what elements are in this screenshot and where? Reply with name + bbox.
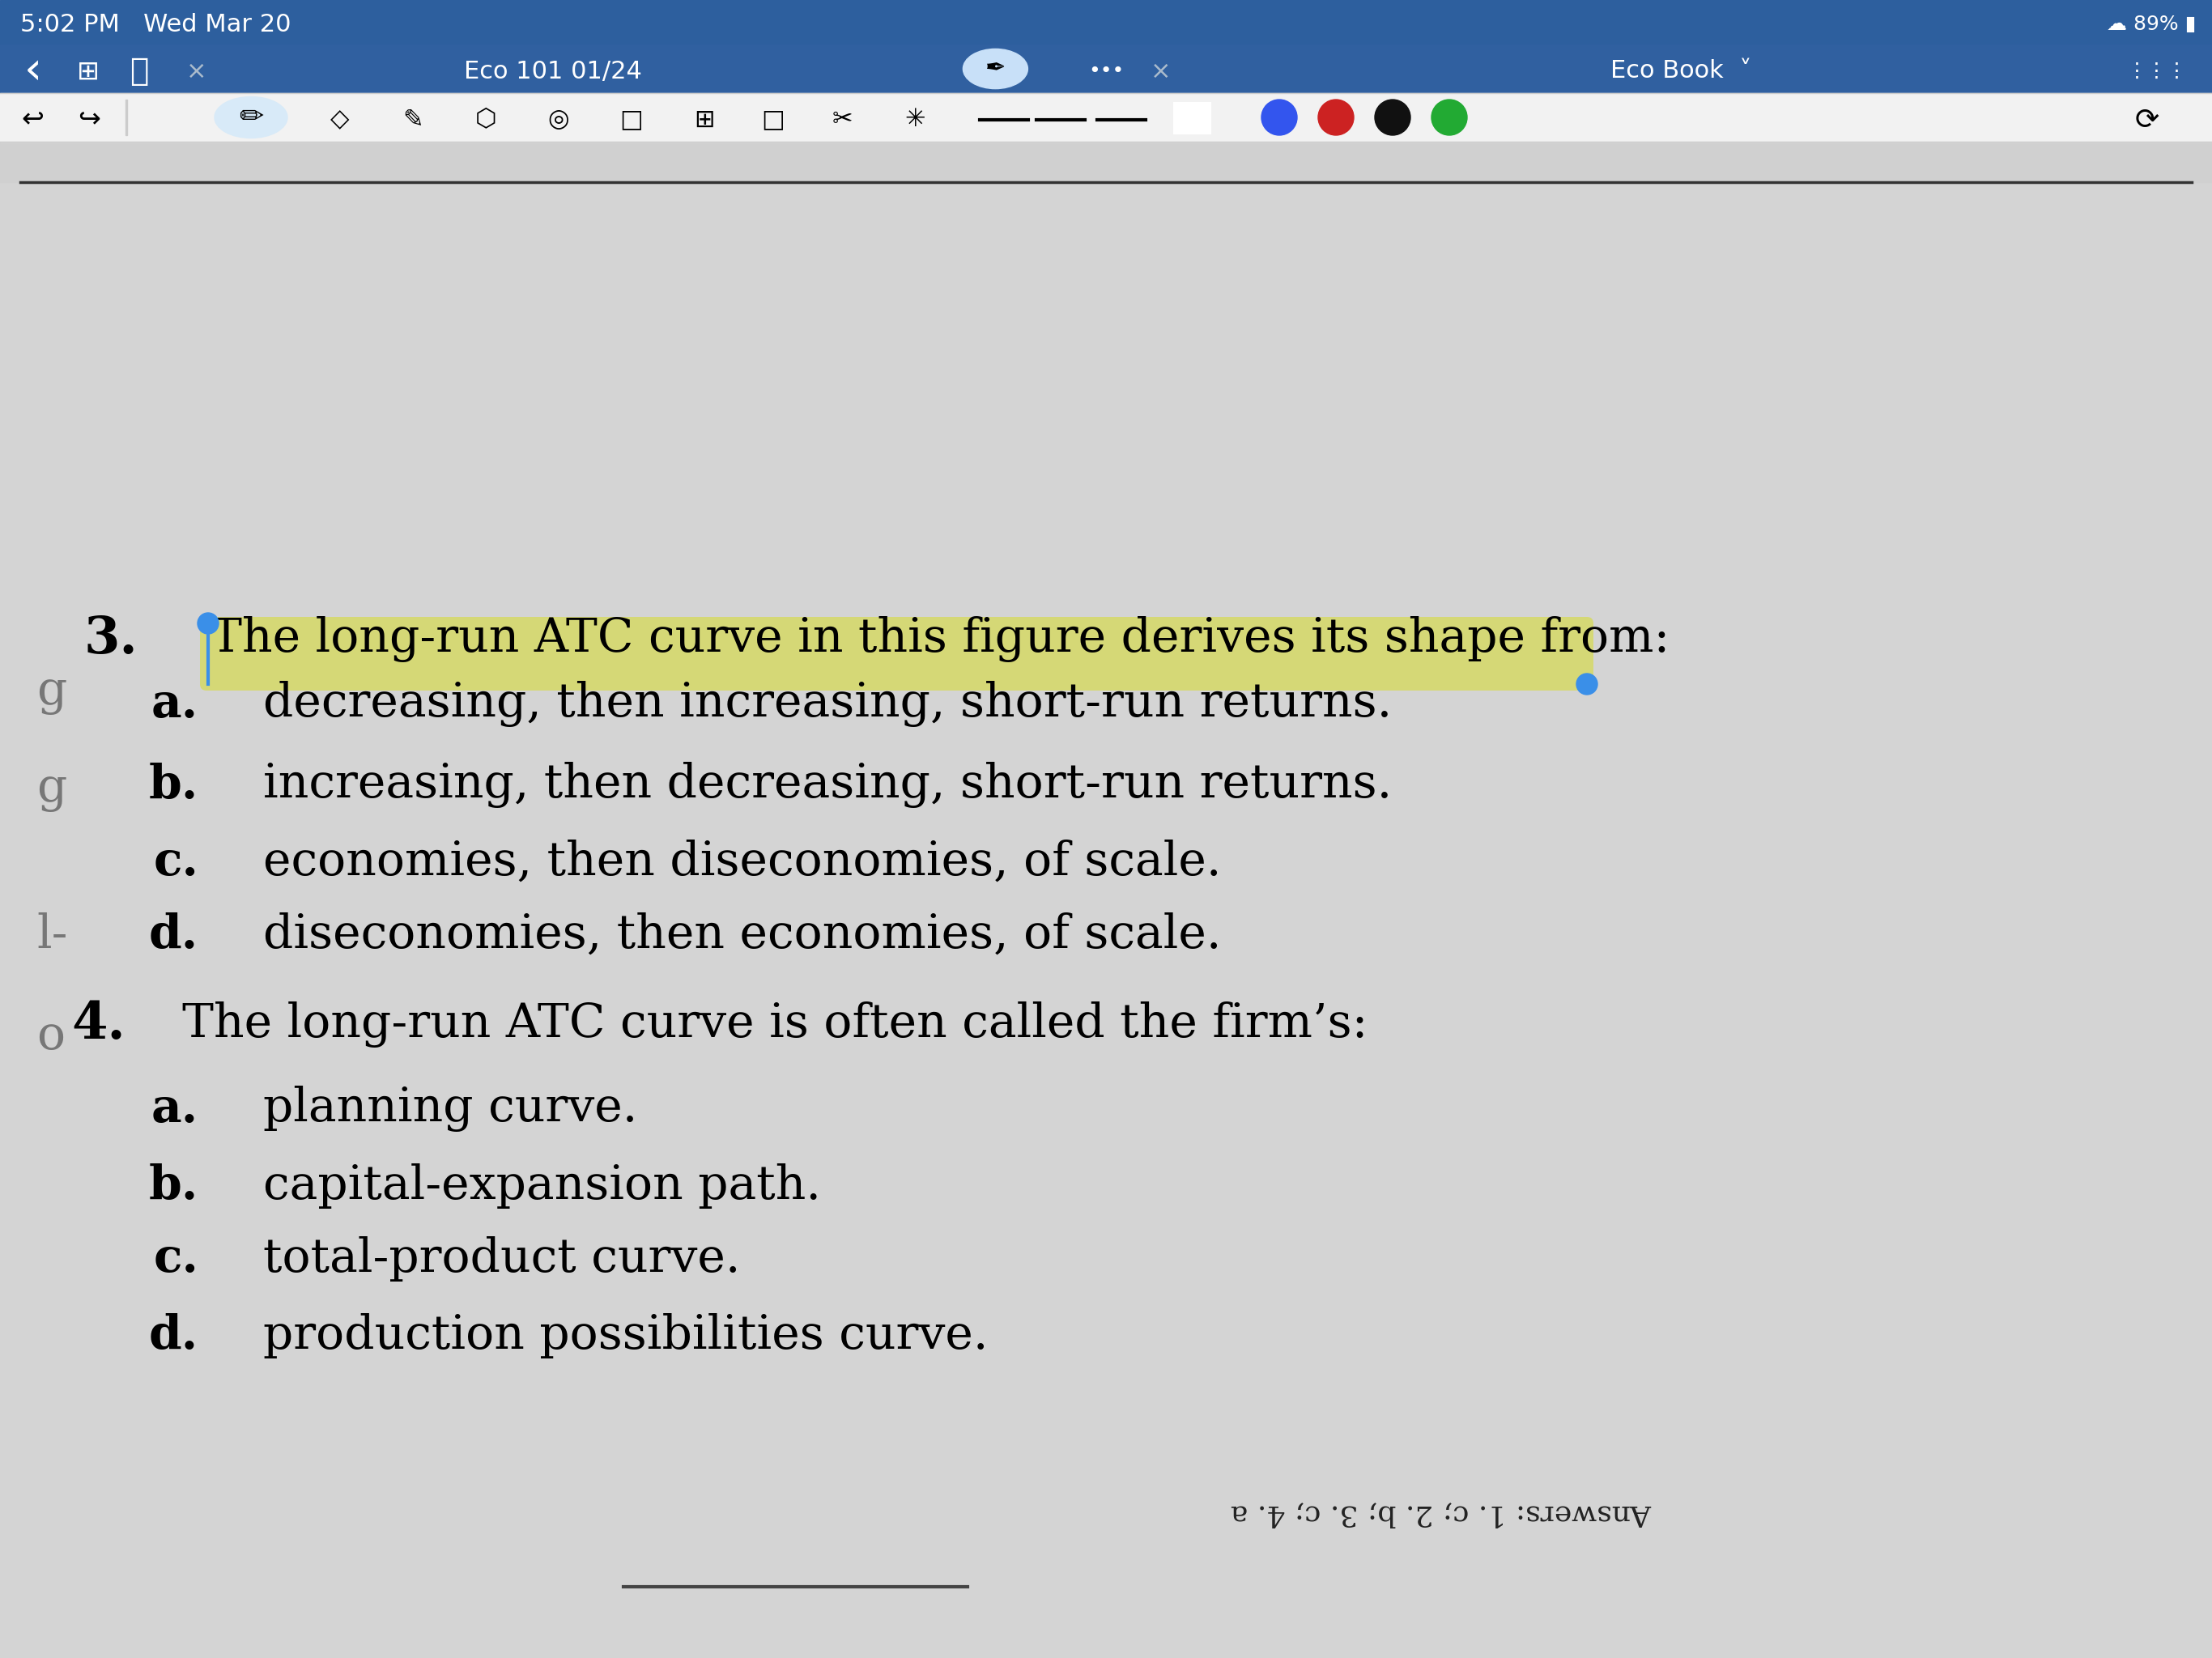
- Text: 3.: 3.: [84, 615, 137, 665]
- Circle shape: [1318, 99, 1354, 136]
- Text: Eco 101 01/24: Eco 101 01/24: [465, 60, 641, 83]
- Text: diseconomies, then economies, of scale.: diseconomies, then economies, of scale.: [263, 912, 1221, 958]
- Text: ☁ 89% ▮: ☁ 89% ▮: [2106, 15, 2197, 35]
- Text: □: □: [619, 108, 644, 131]
- Text: d.: d.: [148, 1313, 199, 1358]
- Text: Eco Book  ˅: Eco Book ˅: [1610, 60, 1752, 83]
- Text: ✏: ✏: [239, 103, 263, 131]
- Text: decreasing, then increasing, short-run returns.: decreasing, then increasing, short-run r…: [263, 681, 1391, 728]
- Text: ⬡: ⬡: [476, 108, 495, 131]
- Text: economies, then diseconomies, of scale.: economies, then diseconomies, of scale.: [263, 839, 1221, 885]
- Bar: [0, 141, 2212, 182]
- Bar: [0, 182, 2212, 1658]
- Bar: [0, 0, 2212, 45]
- Text: •••: •••: [1088, 61, 1124, 81]
- Text: ◎: ◎: [549, 108, 568, 131]
- Text: ×: ×: [186, 60, 208, 83]
- Text: c.: c.: [153, 839, 199, 885]
- Text: ✳: ✳: [905, 108, 925, 131]
- Text: ✎: ✎: [403, 108, 422, 131]
- Text: increasing, then decreasing, short-run returns.: increasing, then decreasing, short-run r…: [263, 763, 1391, 809]
- Circle shape: [1431, 99, 1467, 136]
- Text: ⋮⋮⋮: ⋮⋮⋮: [2128, 61, 2188, 81]
- Text: ⊞: ⊞: [77, 58, 100, 85]
- Text: ⟳: ⟳: [2135, 106, 2159, 134]
- Text: a.: a.: [150, 681, 199, 726]
- Text: ⊞: ⊞: [695, 108, 714, 131]
- Text: c.: c.: [153, 1237, 199, 1282]
- Text: ⌕: ⌕: [131, 56, 148, 86]
- Text: g: g: [35, 766, 66, 812]
- Text: 5:02 PM   Wed Mar 20: 5:02 PM Wed Mar 20: [20, 13, 292, 36]
- Text: 4.: 4.: [71, 1000, 126, 1050]
- FancyBboxPatch shape: [199, 617, 1593, 691]
- Text: ✂: ✂: [832, 108, 852, 131]
- Circle shape: [1261, 99, 1296, 136]
- Circle shape: [1376, 99, 1411, 136]
- Ellipse shape: [962, 48, 1029, 90]
- Text: □: □: [761, 108, 785, 131]
- Bar: [1175, 103, 1210, 134]
- Text: ↪: ↪: [77, 106, 100, 133]
- Text: planning curve.: planning curve.: [263, 1086, 637, 1132]
- Circle shape: [1577, 673, 1597, 695]
- Text: ✒: ✒: [984, 56, 1006, 81]
- Text: production possibilities curve.: production possibilities curve.: [263, 1313, 989, 1358]
- Text: b.: b.: [148, 1164, 199, 1209]
- Text: The long-run ATC curve in this figure derives its shape from:: The long-run ATC curve in this figure de…: [210, 617, 1670, 663]
- Text: ‹: ‹: [24, 50, 42, 93]
- Text: Answers: 1. c; 2. b; 3. c; 4. a: Answers: 1. c; 2. b; 3. c; 4. a: [1230, 1500, 1652, 1527]
- Text: a.: a.: [150, 1086, 199, 1132]
- Text: total-product curve.: total-product curve.: [263, 1237, 741, 1282]
- Text: d.: d.: [148, 912, 199, 958]
- Bar: [0, 45, 2212, 93]
- Text: g: g: [35, 670, 66, 715]
- Text: ↩: ↩: [22, 106, 44, 133]
- Text: l-: l-: [35, 912, 69, 958]
- Ellipse shape: [215, 96, 288, 138]
- Text: The long-run ATC curve is often called the firm’s:: The long-run ATC curve is often called t…: [181, 1001, 1367, 1048]
- Bar: [0, 93, 2212, 141]
- Text: capital-expansion path.: capital-expansion path.: [263, 1164, 821, 1209]
- Text: o: o: [35, 1013, 64, 1059]
- Text: b.: b.: [148, 763, 199, 807]
- Text: ×: ×: [1150, 60, 1170, 83]
- Circle shape: [197, 613, 219, 633]
- Text: ◇: ◇: [330, 108, 349, 131]
